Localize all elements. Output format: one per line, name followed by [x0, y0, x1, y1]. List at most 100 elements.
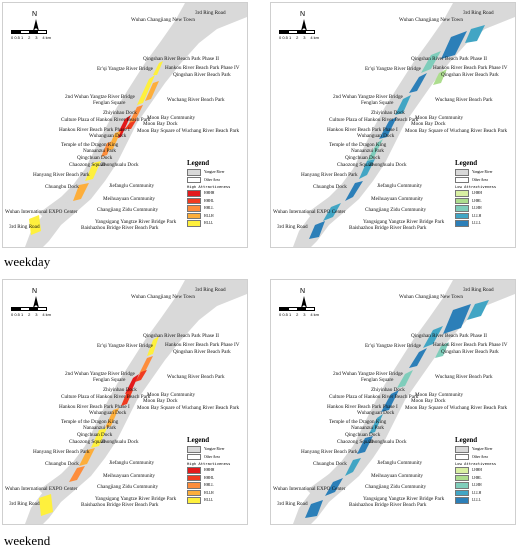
place-label: Qingchuan Dock [77, 432, 113, 438]
north-arrow: N [29, 11, 43, 33]
north-label: N [32, 288, 38, 295]
legend-swatch [455, 197, 469, 204]
place-label: 3rd Ring Road [277, 501, 308, 507]
place-label: Fenglan Square [361, 100, 394, 106]
map-panel-weekend-high: N 0 0.5 1 2 3 4 km 3rd Ring Road Wuhan C… [2, 279, 248, 525]
place-label: 3rd Ring Road [9, 224, 40, 230]
scale-tick: 0 0.5 1 [11, 35, 24, 40]
place-label: Hankou River Beach Park Phase IV [165, 342, 240, 348]
legend-swatch [187, 489, 201, 496]
riverside-zone [125, 374, 139, 394]
place-label: Baishazhou Bridge River Beach Park [349, 502, 427, 508]
riverside-zone [309, 221, 325, 239]
place-label: Culture Plaza of Hankou River Beach Park [61, 394, 151, 400]
place-label: Hankou River Beach Park Phase IV [433, 342, 508, 348]
place-label: Moon Bay Community [415, 392, 464, 398]
legend-class-label: HHHL [204, 475, 214, 480]
place-label: 3rd Ring Road [463, 287, 494, 293]
legend-class-label: HHHH [204, 191, 215, 196]
place-label: Wuhan International EXPO Center [5, 486, 78, 492]
place-label: Jiefanglu Community [377, 183, 423, 189]
scale-tick: 4 km [42, 312, 51, 317]
map-legend: Legend Yangtze River Other Area High Att… [187, 436, 243, 505]
legend-title: Legend [455, 436, 478, 444]
legend-class-label: HLLL [204, 498, 214, 503]
legend-class-label: LLHH [472, 206, 482, 211]
place-label: Qingshan River Beach Park Phase II [143, 333, 219, 339]
place-label: Nanaanzui Park [83, 148, 116, 154]
place-label: Nanaanzui Park [83, 425, 116, 431]
legend-title: Legend [455, 159, 478, 167]
place-label: Wuhan International EXPO Center [273, 209, 346, 215]
place-label: Wuchang River Beach Park [435, 97, 493, 103]
legend-swatch [187, 474, 201, 481]
legend-swatch [187, 220, 201, 227]
riverside-zone [91, 428, 107, 448]
legend-swatch [455, 220, 469, 227]
riverside-zone [409, 73, 427, 93]
place-label: Changjiang Zidu Community [97, 207, 159, 213]
place-label: 3rd Ring Road [195, 10, 226, 16]
place-label: Wuhanguan Dock [89, 410, 127, 416]
place-label: Chuangbu Dock [45, 184, 79, 190]
legend-river-label: Yangtze River [472, 447, 493, 452]
place-label: Zhiyinhao Dock [371, 387, 405, 393]
riverside-zone [135, 370, 147, 382]
legend-caption: High Attractiveness [187, 461, 231, 466]
riverside-zone [465, 25, 485, 43]
place-label: Jiefanglu Community [377, 460, 423, 466]
place-label: 3rd Ring Road [277, 224, 308, 230]
map-canvas [25, 3, 247, 247]
place-label: Chaozong Square [69, 162, 106, 168]
riverside-zone [441, 31, 467, 59]
place-label: Jiefanglu Community [109, 183, 155, 189]
place-label: Qingchuan Dock [77, 155, 113, 161]
place-label: 2nd Wuhan Yangtze River Bridge [333, 371, 403, 377]
place-label: Hanyang River Beach Park [33, 172, 90, 178]
legend-other-label: Other Area [472, 177, 488, 182]
place-label: Hanyang River Beach Park [33, 449, 90, 455]
yangtze-river [293, 280, 515, 524]
place-label: 3rd Ring Road [9, 501, 40, 507]
place-label: Qingshan River Beach Park [441, 72, 499, 78]
riverside-zone [73, 183, 89, 201]
place-label: Qingchuan Dock [345, 155, 381, 161]
place-label: Moon Bay Square of Wuchang River Beach P… [137, 128, 240, 134]
place-label: Moon Bay Community [415, 115, 464, 121]
legend-class-label: HHLL [204, 483, 214, 488]
legend-class-label: HLLH [204, 213, 214, 218]
riverside-zone [105, 408, 119, 428]
place-label: Temple of the Dragon King [329, 142, 387, 148]
place-label: Chaozong Square [337, 439, 374, 445]
legend-class-label: LLLL [472, 221, 481, 226]
place-label: Er'qi Yangtze River Bridge [365, 66, 421, 72]
legend-swatch [187, 197, 201, 204]
legend-swatch [455, 212, 469, 219]
place-label: Baishazhou Bridge River Beach Park [81, 502, 159, 508]
riverside-zone [467, 300, 489, 320]
place-label: Chuangbu Dock [313, 461, 347, 467]
place-label: 2nd Wuhan Yangtze River Bridge [333, 94, 403, 100]
place-label: Meihuayuan Community [103, 473, 156, 479]
map-panel-weekday-high: N 0 0.5 1 2 3 4 km 3rd Ring Road Wuhan C… [2, 2, 248, 248]
riverside-zone [107, 131, 121, 151]
place-label: Yangsigang Yangtze River Bridge Park [95, 496, 177, 502]
place-label: Moon Bay Square of Wuchang River Beach P… [405, 405, 508, 411]
place-label: Yangsigang Yangtze River Bridge Park [95, 219, 177, 225]
scale-tick: 3 [303, 35, 306, 40]
caption-weekday: weekday [4, 254, 51, 269]
place-label: Yangsigang Yangtze River Bridge Park [363, 219, 445, 225]
place-label: 2nd Wuhan Yangtze River Bridge [65, 94, 135, 100]
place-label: Er'qi Yangtze River Bridge [365, 343, 421, 349]
scale-tick: 4 km [310, 312, 319, 317]
legend-swatch [187, 497, 201, 504]
riverside-zone [121, 390, 133, 406]
place-label: Wuhanguan Dock [357, 410, 395, 416]
place-label: Zhiyinhao Dock [103, 110, 137, 116]
riverside-zone [433, 69, 447, 85]
place-label: Zhonghualu Dock [101, 439, 139, 445]
scale-tick: 0 0.5 1 [279, 312, 292, 317]
north-arrow-icon [33, 19, 39, 31]
riverside-zone [357, 436, 373, 454]
place-label: Wuchang River Beach Park [167, 374, 225, 380]
